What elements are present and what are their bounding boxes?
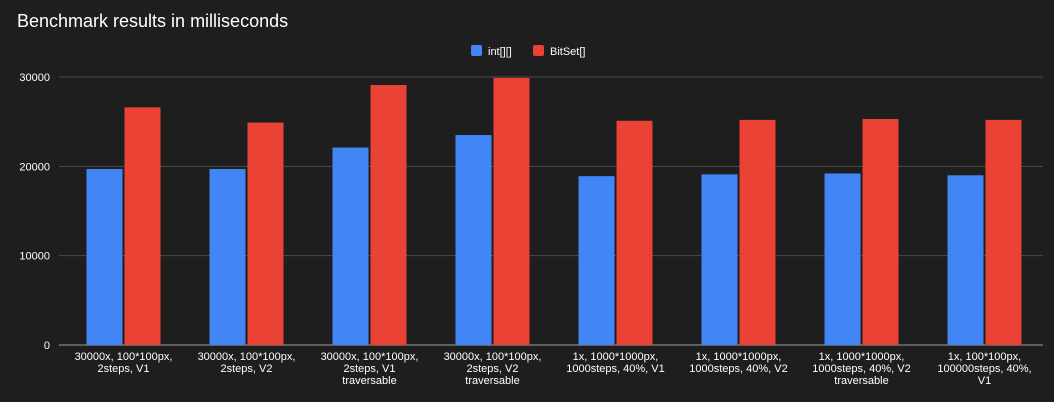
- x-category-label: 1x, 100*100px,100000steps, 40%,V1: [937, 351, 1031, 387]
- bar-bitset[interactable]: [739, 119, 776, 345]
- x-category-label: 1x, 1000*1000px,1000steps, 40%, V1: [566, 351, 664, 375]
- bar-int[interactable]: [455, 135, 492, 345]
- legend-item-int[interactable]: int[][]: [471, 45, 512, 58]
- x-category-line: 2steps, V2: [221, 363, 273, 375]
- legend-swatch: [471, 45, 482, 56]
- y-tick-label: 30000: [19, 72, 50, 84]
- x-category-line: 1x, 1000*1000px,: [696, 351, 782, 363]
- bar-int[interactable]: [209, 169, 246, 345]
- x-category-line: 30000x, 100*100px,: [321, 351, 419, 363]
- bar-int[interactable]: [578, 176, 615, 345]
- x-category-line: 2steps, V1: [98, 363, 150, 375]
- chart-title: Benchmark results in milliseconds: [17, 11, 288, 31]
- x-category-label: 1x, 1000*1000px,1000steps, 40%, V2traver…: [812, 351, 910, 387]
- y-tick-label: 0: [44, 340, 50, 352]
- y-axis-ticks: 0 10000 20000 30000: [19, 72, 50, 352]
- x-category-line: 1000steps, 40%, V1: [566, 363, 664, 375]
- x-category-line: 2steps, V2: [467, 363, 519, 375]
- y-tick-label: 10000: [19, 251, 50, 263]
- x-category-line: 30000x, 100*100px,: [444, 351, 542, 363]
- legend-label: BitSet[]: [550, 46, 585, 58]
- x-category-line: traversable: [342, 375, 396, 387]
- bar-bitset[interactable]: [493, 77, 530, 345]
- legend: int[][] BitSet[]: [471, 45, 585, 58]
- x-category-label: 1x, 1000*1000px,1000steps, 40%, V2: [689, 351, 787, 375]
- bar-bitset[interactable]: [862, 118, 899, 345]
- x-category-line: 1x, 1000*1000px,: [573, 351, 659, 363]
- x-category-line: traversable: [834, 375, 888, 387]
- bar-int[interactable]: [701, 174, 738, 345]
- x-category-line: traversable: [465, 375, 519, 387]
- bars: [86, 77, 1022, 345]
- x-category-line: 1000steps, 40%, V2: [689, 363, 787, 375]
- legend-item-bitset[interactable]: BitSet[]: [533, 45, 585, 58]
- legend-swatch: [533, 45, 544, 56]
- x-category-line: 2steps, V1: [344, 363, 396, 375]
- bar-int[interactable]: [947, 175, 984, 345]
- bar-bitset[interactable]: [247, 122, 284, 345]
- y-tick-label: 20000: [19, 161, 50, 173]
- legend-label: int[][]: [488, 46, 512, 58]
- bar-bitset[interactable]: [370, 85, 407, 345]
- bar-int[interactable]: [332, 147, 369, 345]
- x-category-label: 30000x, 100*100px,2steps, V1: [75, 351, 173, 375]
- x-category-line: 1000steps, 40%, V2: [812, 363, 910, 375]
- x-category-line: 1x, 100*100px,: [948, 351, 1021, 363]
- bar-bitset[interactable]: [124, 107, 161, 345]
- x-category-line: 100000steps, 40%,: [937, 363, 1031, 375]
- x-category-label: 30000x, 100*100px,2steps, V2: [198, 351, 296, 375]
- bar-bitset[interactable]: [985, 119, 1022, 345]
- bar-bitset[interactable]: [616, 120, 653, 345]
- x-category-line: V1: [978, 375, 991, 387]
- x-category-line: 1x, 1000*1000px,: [819, 351, 905, 363]
- bar-int[interactable]: [824, 173, 861, 345]
- x-category-line: 30000x, 100*100px,: [75, 351, 173, 363]
- x-category-line: 30000x, 100*100px,: [198, 351, 296, 363]
- bar-int[interactable]: [86, 169, 123, 345]
